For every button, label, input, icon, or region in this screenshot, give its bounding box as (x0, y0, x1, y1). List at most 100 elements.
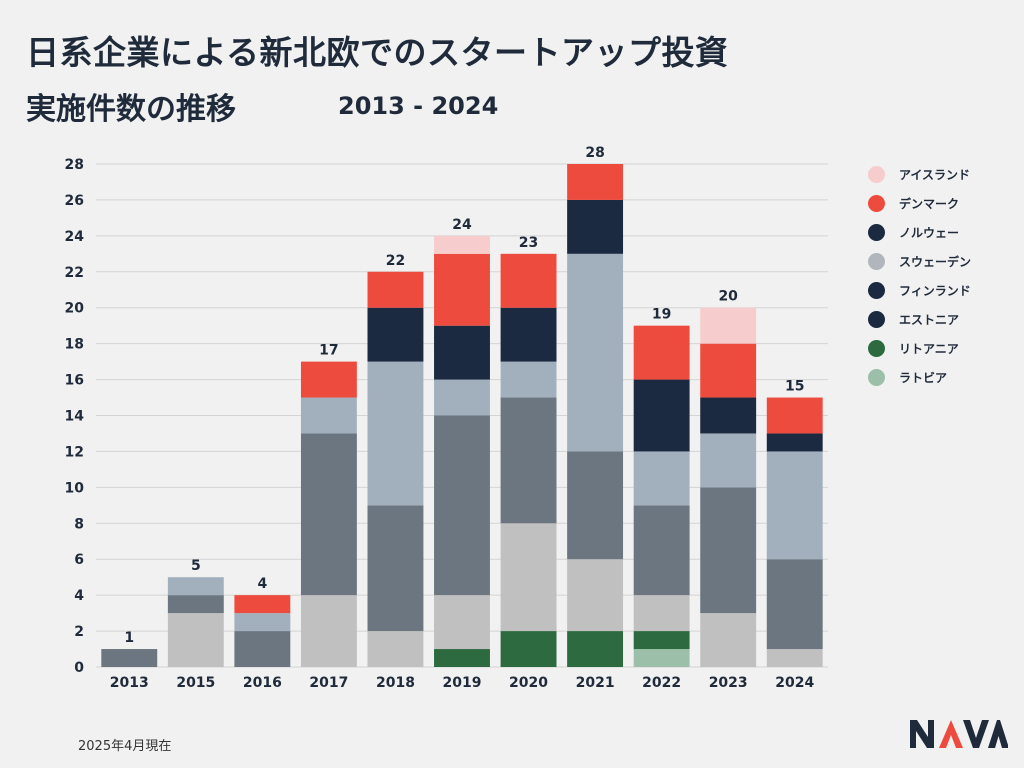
page-title-line2: 実施件数の推移 (26, 92, 236, 127)
y-tick-label: 8 (74, 516, 84, 532)
legend-item: アイスランド (868, 160, 971, 189)
bar-segment (300, 361, 357, 398)
bar-segment (367, 505, 424, 632)
year-range-subtitle: 2013 - 2024 (338, 92, 499, 120)
bar-segment (434, 235, 490, 254)
bar-total-label: 20 (718, 289, 738, 305)
bar-segment (633, 595, 690, 632)
bar-segment (434, 595, 490, 650)
bar-segment (500, 307, 557, 362)
bar-segment (766, 559, 823, 650)
bar-segment (434, 379, 490, 416)
x-tick-label: 2020 (509, 675, 548, 691)
bar-segment (367, 631, 424, 667)
bar-segment (367, 307, 424, 362)
legend-label: アイスランド (899, 168, 971, 182)
bar-segment (234, 631, 291, 667)
bar-total-label: 17 (319, 343, 338, 359)
bar-segment (500, 523, 557, 632)
bar-total-label: 19 (652, 307, 671, 323)
y-tick-label: 0 (74, 660, 84, 676)
y-tick-label: 28 (65, 157, 84, 173)
y-tick-label: 24 (65, 229, 85, 245)
bar-total-label: 28 (585, 145, 604, 161)
y-tick-label: 10 (65, 480, 85, 496)
bar-segment (167, 595, 224, 614)
bar-total-label: 24 (452, 217, 472, 233)
y-tick-label: 4 (74, 588, 84, 604)
nava-logo (910, 720, 1008, 748)
bar-segment (434, 253, 490, 326)
bar-total-label: 1 (124, 630, 134, 646)
bar-segment (500, 397, 557, 524)
legend-item: リトアニア (868, 334, 971, 363)
bar-segment (766, 397, 823, 434)
legend-label: デンマーク (899, 197, 960, 211)
bar-segment (766, 649, 823, 667)
bar-segment (700, 307, 757, 344)
bar-segment (633, 325, 690, 380)
bar-segment (500, 361, 557, 398)
bar-segment (367, 361, 424, 506)
bar-segment (567, 631, 624, 667)
legend-label: リトアニア (899, 342, 959, 356)
bar-total-label: 23 (519, 235, 538, 251)
bar-total-label: 22 (386, 253, 405, 269)
legend-item: デンマーク (868, 189, 971, 218)
bar-segment (300, 595, 357, 667)
y-tick-label: 26 (65, 193, 84, 209)
chart-legend: アイスランド デンマーク ノルウェー スウェーデン フィンランド エストニア リトアニア ラト… (868, 160, 971, 392)
bar-total-label: 5 (191, 558, 201, 574)
legend-swatch (868, 224, 885, 241)
legend-swatch (868, 253, 885, 270)
bar-segment (101, 649, 158, 667)
bar-segment (367, 271, 424, 308)
x-tick-label: 2023 (709, 675, 748, 691)
bar-segment (766, 451, 823, 560)
y-tick-label: 16 (65, 373, 84, 389)
legend-swatch (868, 311, 885, 328)
page-title: 日系企業による新北欧でのスタートアップ投資 (26, 33, 729, 72)
x-tick-label: 2019 (443, 675, 482, 691)
bar-segment (567, 253, 624, 452)
x-tick-label: 2018 (376, 675, 415, 691)
bar-segment (567, 199, 624, 254)
legend-swatch (868, 195, 885, 212)
bar-segment (300, 397, 357, 434)
bar-segment (567, 559, 624, 632)
legend-swatch (868, 369, 885, 386)
bar-segment (700, 613, 757, 667)
bar-segment (500, 631, 557, 667)
x-tick-label: 2024 (775, 675, 814, 691)
bar-segment (167, 577, 224, 596)
legend-item: ラトビア (868, 363, 971, 392)
y-tick-label: 22 (65, 265, 84, 281)
y-tick-label: 2 (74, 624, 84, 640)
bar-segment (700, 343, 757, 398)
x-tick-label: 2016 (243, 675, 282, 691)
as-of-footnote: 2025年4月現在 (78, 739, 172, 754)
x-tick-label: 2021 (576, 675, 615, 691)
bar-segment (567, 164, 624, 200)
legend-item: ノルウェー (868, 218, 971, 247)
bar-segment (234, 613, 291, 632)
bar-total-label: 15 (785, 379, 804, 395)
legend-swatch (868, 282, 885, 299)
bar-segment (167, 613, 224, 667)
y-tick-label: 12 (65, 444, 84, 460)
bar-segment (300, 433, 357, 596)
y-tick-label: 18 (65, 337, 84, 353)
x-tick-label: 2015 (176, 675, 215, 691)
y-tick-label: 6 (74, 552, 84, 568)
bar-segment (633, 505, 690, 596)
bar-segment (633, 631, 690, 650)
bar-segment (700, 433, 757, 488)
bar-segment (500, 253, 557, 308)
y-tick-label: 20 (65, 301, 85, 317)
y-tick-label: 14 (65, 409, 85, 425)
bar-segment (234, 595, 291, 614)
bar-segment (700, 397, 757, 434)
bar-total-label: 4 (257, 576, 267, 592)
bar-segment (633, 649, 690, 667)
